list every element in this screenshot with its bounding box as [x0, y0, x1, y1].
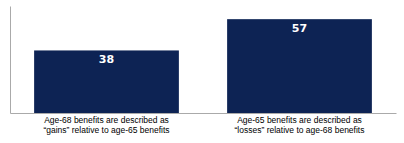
x-tick-label-line: Age-65 benefits are described as	[237, 115, 362, 125]
y-axis-line	[10, 7, 11, 114]
bar	[34, 50, 179, 113]
x-axis-line	[11, 113, 397, 114]
x-tick: Age-68 benefits are described as“gains” …	[43, 115, 169, 135]
data-label: 57	[292, 22, 307, 35]
plot: Age-68 benefits are described as“gains” …	[11, 7, 397, 136]
y-axis	[10, 7, 11, 114]
x-axis: Age-68 benefits are described as“gains” …	[11, 114, 397, 136]
x-tick: Age-65 benefits are described as“losses”…	[235, 115, 365, 135]
x-tick-label-line: “losses” relative to age-68 benefits	[235, 125, 365, 135]
chart: Age-68 benefits are described as“gains” …	[0, 0, 404, 143]
data-labels: 38 57	[99, 22, 307, 66]
x-tick-label-line: “gains” relative to age-65 benefits	[43, 125, 169, 135]
bar	[227, 19, 372, 113]
x-tick-label-line: Age-68 benefits are described as	[44, 115, 169, 125]
bars	[34, 19, 372, 113]
x-tick-label: Age-68 benefits are described as“gains” …	[43, 115, 169, 135]
data-label: 38	[99, 53, 114, 66]
x-tick-label: Age-65 benefits are described as“losses”…	[235, 115, 365, 135]
